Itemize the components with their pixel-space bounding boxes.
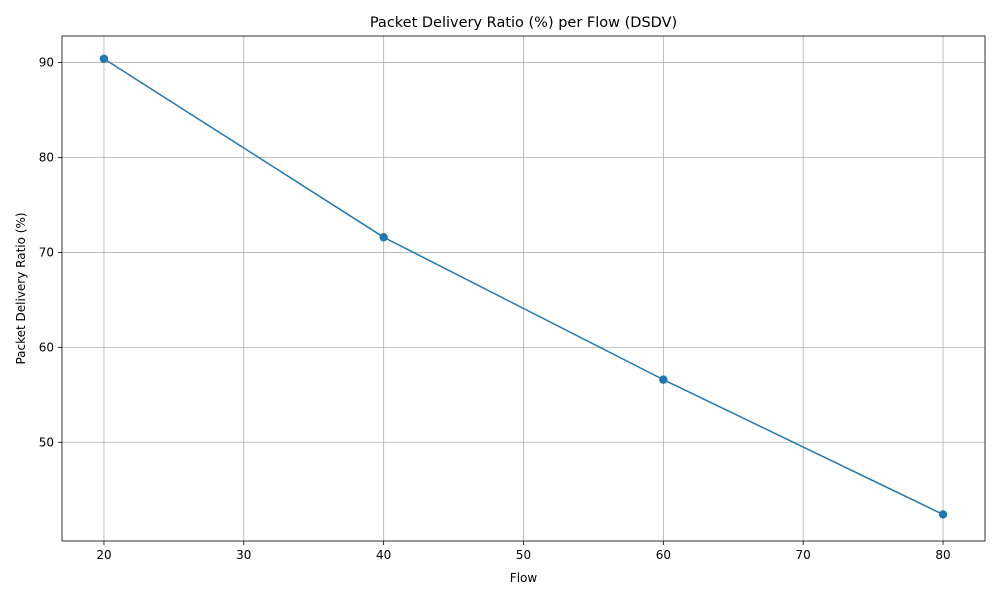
x-tick-label: 80: [935, 548, 950, 562]
x-tick-label: 70: [796, 548, 811, 562]
series-layer: [99, 54, 948, 519]
y-tick-label: 50: [39, 435, 54, 449]
y-tick-label: 90: [39, 56, 54, 70]
data-point: [379, 233, 388, 242]
series-line: [103, 58, 944, 516]
data-point: [659, 375, 668, 384]
x-axis-ticks: 20 30 40 50 60 70 80: [96, 541, 951, 562]
grid: [62, 36, 985, 541]
x-tick-label: 20: [96, 548, 111, 562]
data-point: [99, 54, 109, 63]
data-point: [938, 510, 948, 519]
chart-title: Packet Delivery Ratio (%) per Flow (DSDV…: [370, 15, 677, 31]
y-axis-ticks: 50 60 70 80 90: [39, 56, 62, 449]
y-tick-label: 60: [39, 340, 54, 354]
y-axis-label: Packet Delivery Ratio (%): [14, 212, 28, 364]
x-axis-label: Flow: [510, 571, 538, 585]
x-tick-label: 40: [376, 548, 391, 562]
x-tick-label: 30: [236, 548, 251, 562]
y-tick-label: 70: [39, 245, 54, 259]
x-tick-label: 60: [656, 548, 671, 562]
y-tick-label: 80: [39, 151, 54, 165]
x-tick-label: 50: [516, 548, 531, 562]
